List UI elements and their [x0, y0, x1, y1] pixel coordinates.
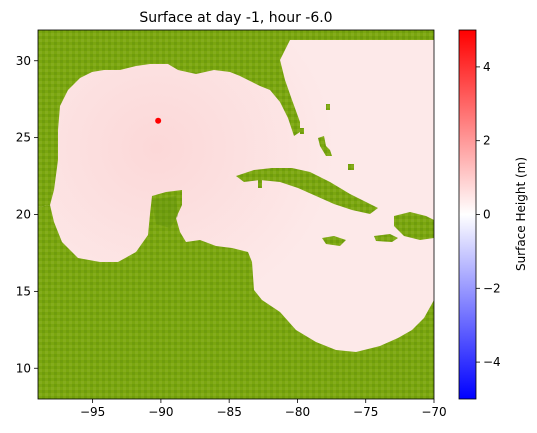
- land-cuba: [236, 168, 378, 214]
- colorbar: [458, 29, 477, 400]
- x-tick-label: −80: [285, 405, 310, 419]
- colorbar-tick-label: −4: [483, 355, 501, 369]
- y-tick-label: 25: [16, 131, 31, 145]
- x-tick-label: −90: [148, 405, 173, 419]
- x-tick-label: −70: [421, 405, 446, 419]
- x-tick-label: −85: [217, 405, 242, 419]
- map-area: [38, 30, 434, 399]
- land-yucatan-shade: [152, 196, 178, 228]
- colorbar-tick-label: 4: [483, 60, 491, 74]
- colorbar-tick-label: 2: [483, 134, 491, 148]
- y-tick-label: 20: [16, 208, 31, 222]
- colorbar-ticks: 4 2 0 −2 −4: [476, 60, 501, 369]
- x-tick-label: −75: [353, 405, 378, 419]
- y-tick-label: 30: [16, 54, 31, 68]
- storm-center-marker: [155, 117, 162, 124]
- colorbar-label: Surface Height (m): [514, 157, 528, 271]
- x-axis: −95 −90 −85 −80 −75 −70: [80, 399, 447, 419]
- land-mexico-central-america: [38, 190, 434, 399]
- land-jamaica: [322, 236, 346, 246]
- land-us-gulf-coast: [38, 30, 434, 207]
- land-hispaniola: [394, 212, 434, 240]
- land-puerto-rico: [374, 234, 398, 242]
- y-tick-label: 15: [16, 284, 31, 298]
- y-axis: 10 15 20 25 30: [16, 54, 38, 375]
- colorbar-tick-label: −2: [483, 281, 501, 295]
- chart-title: Surface at day -1, hour -6.0: [139, 10, 332, 26]
- x-tick-label: −95: [80, 405, 105, 419]
- land-florida-keys: [258, 178, 262, 188]
- colorbar-tick-label: 0: [483, 208, 491, 222]
- y-tick-label: 10: [16, 361, 31, 375]
